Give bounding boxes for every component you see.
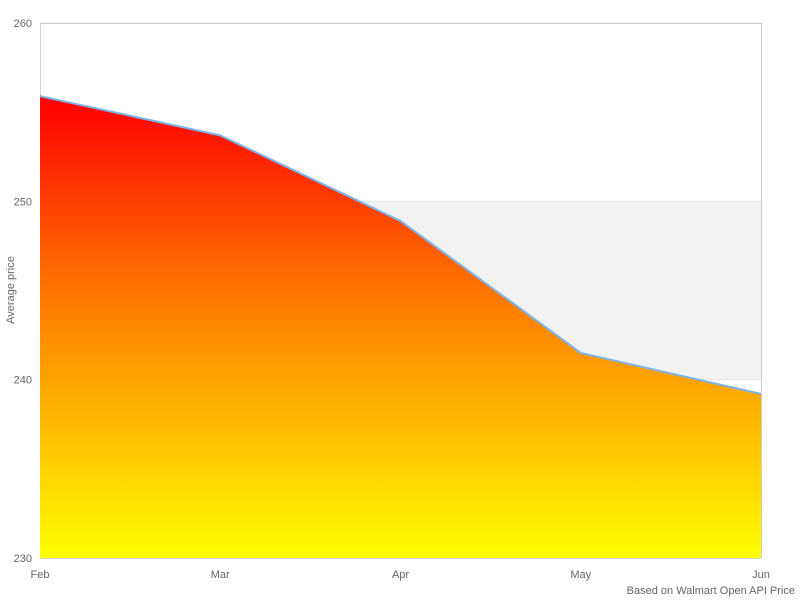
series-area-fill — [40, 96, 761, 558]
x-axis-labels: Feb Mar Apr May Jun — [31, 569, 770, 581]
x-tick-label-jun: Jun — [752, 569, 770, 581]
x-tick-label-apr: Apr — [392, 569, 409, 581]
x-tick-label-mar: Mar — [211, 569, 230, 581]
x-tick-label-may: May — [570, 569, 591, 581]
y-tick-label-240: 240 — [14, 375, 32, 387]
series-line — [40, 95, 761, 395]
y-axis-title: Average price — [5, 256, 17, 324]
chart-credits: Based on Walmart Open API Price — [627, 585, 795, 597]
y-axis-labels: 230 240 250 260 — [14, 18, 32, 565]
y-tick-label-250: 250 — [14, 196, 32, 208]
y-tick-label-230: 230 — [14, 553, 32, 565]
x-tick-label-feb: Feb — [31, 569, 50, 581]
y-tick-label-260: 260 — [14, 18, 32, 30]
